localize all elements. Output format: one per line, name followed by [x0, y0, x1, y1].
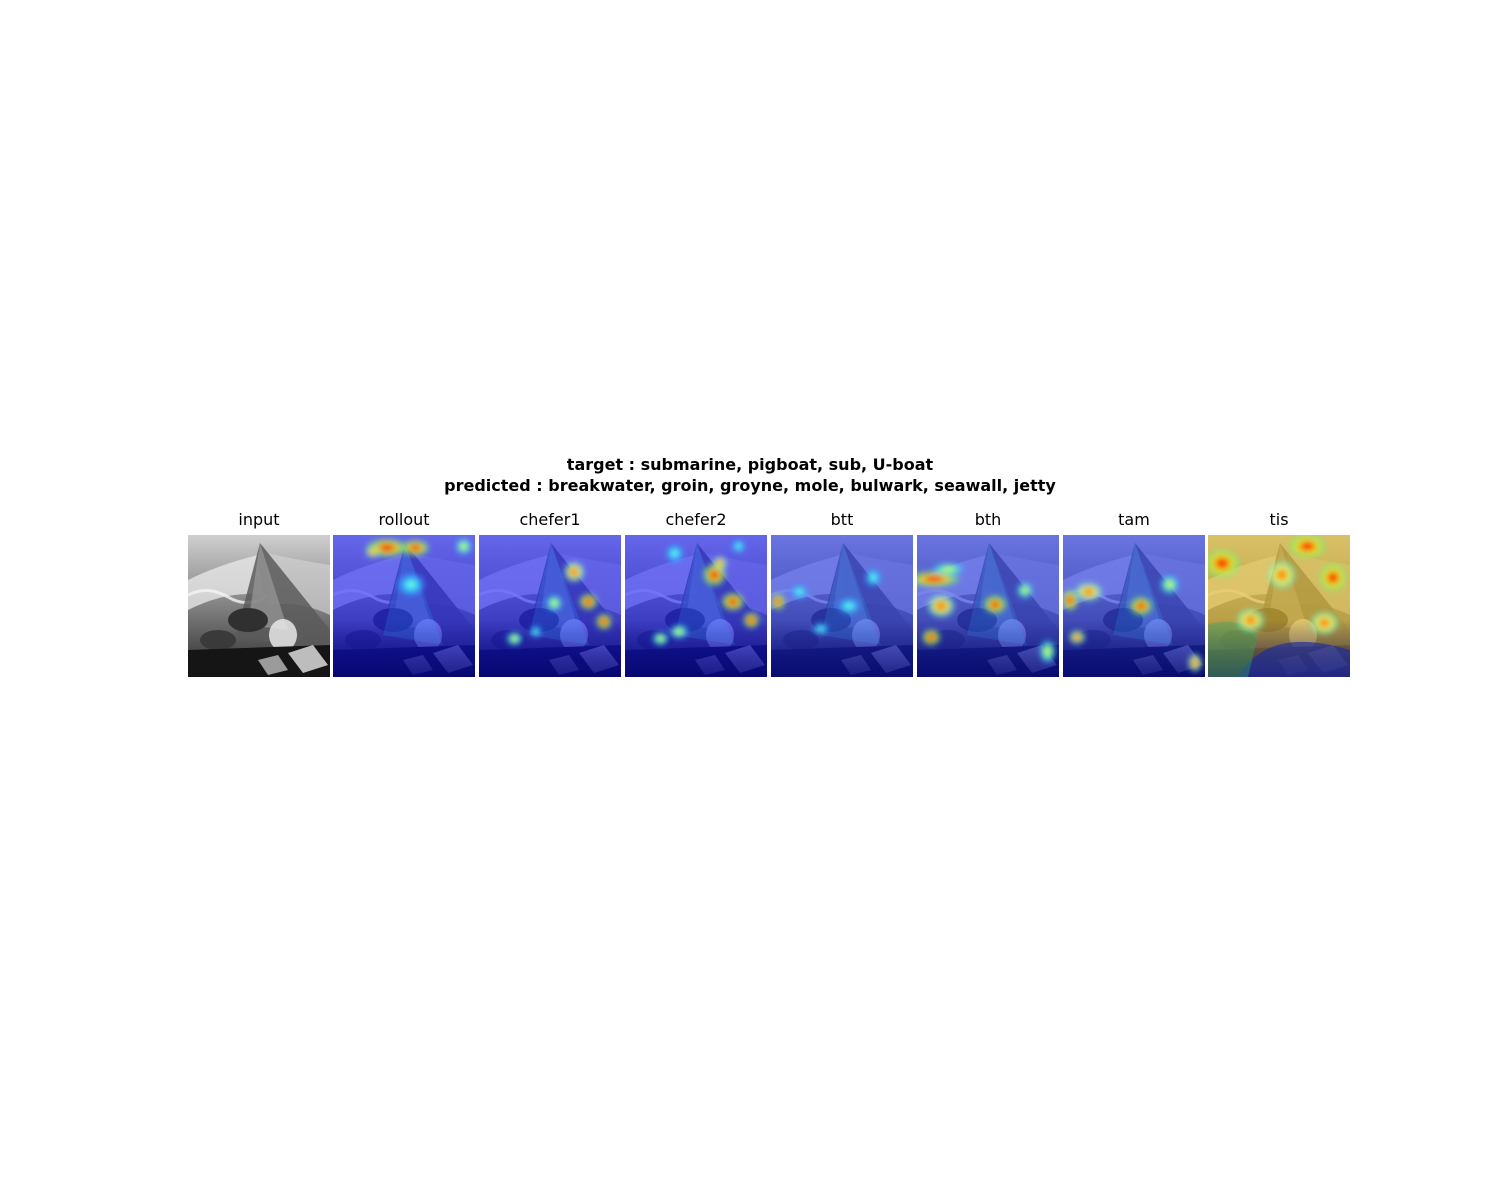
- heatmap-hotspot: [405, 580, 417, 589]
- heatmap-hotspot: [710, 570, 719, 580]
- heatmap-hotspot: [1276, 569, 1287, 580]
- panel-title-input: input: [238, 510, 280, 529]
- panel-title-chefer2: chefer2: [665, 510, 727, 529]
- heatmap-hotspot: [1021, 587, 1028, 594]
- heatmap-hotspot: [379, 544, 395, 552]
- panel-title-chefer1: chefer1: [519, 510, 581, 529]
- heatmap-hotspot: [1067, 596, 1074, 605]
- heatmap-chefer1: [479, 535, 621, 677]
- heatmap-hotspot: [817, 626, 824, 631]
- heatmap-hotspot: [370, 549, 376, 555]
- heatmap-hotspot: [736, 543, 742, 549]
- heatmap-hotspot: [551, 600, 558, 607]
- heatmap-hotspot: [775, 598, 781, 605]
- panel-chefer2: chefer2: [625, 509, 767, 677]
- heatmap-hotspot: [410, 544, 421, 551]
- figure-title-target: target : submarine, pigboat, sub, U-boat: [566, 455, 934, 474]
- heatmap-hotspot: [870, 574, 877, 582]
- heatmap-hotspot: [671, 550, 679, 557]
- panel-btt: btt: [771, 509, 913, 677]
- heatmap-hotspot: [1327, 572, 1339, 583]
- heatmap-hotspot: [927, 634, 935, 641]
- heatmap-hotspot: [1044, 647, 1051, 656]
- panel-chefer1: chefer1: [479, 509, 621, 677]
- heatmap-hotspot: [1192, 659, 1198, 667]
- heatmap-hotspot: [1319, 618, 1330, 628]
- heatmap-hotspot: [748, 617, 755, 624]
- panel-bth: bth: [917, 509, 1059, 677]
- heatmap-hotspot: [1300, 542, 1315, 551]
- heatmap-rollout: [333, 535, 475, 677]
- heatmap-hotspot: [460, 543, 467, 550]
- heatmap-hotspot: [1074, 634, 1081, 640]
- heatmap-hotspot: [570, 568, 578, 576]
- heatmap-hotspot: [584, 598, 592, 605]
- heatmap-hotspot: [936, 601, 947, 611]
- heatmap-hotspot: [511, 636, 518, 642]
- panel-input: input: [188, 509, 330, 677]
- heatmap-hotspot: [1136, 602, 1146, 610]
- heatmap-tam: [1063, 535, 1205, 677]
- heatmap-btt: [771, 535, 913, 677]
- heatmap-tis: [1208, 535, 1350, 677]
- heatmap-hotspot: [924, 576, 944, 583]
- heatmap-hotspot: [717, 560, 723, 566]
- heatmap-hotspot: [1083, 588, 1094, 596]
- heatmap-hotspot: [675, 629, 683, 635]
- panel-title-rollout: rollout: [378, 510, 430, 529]
- heatmap-hotspot: [942, 566, 955, 572]
- heatmap-hotspot: [533, 629, 538, 634]
- figure-title-predicted: predicted : breakwater, groin, groyne, m…: [444, 476, 1056, 495]
- heatmap-hotspot: [1166, 581, 1173, 589]
- heatmap-hotspot: [1245, 615, 1256, 625]
- panel-rollout: rollout: [333, 509, 475, 677]
- panel-title-btt: btt: [830, 510, 854, 529]
- panel-title-tis: tis: [1269, 510, 1289, 529]
- panel-title-tam: tam: [1118, 510, 1150, 529]
- heatmap-hotspot: [657, 636, 664, 642]
- heatmap-hotspot: [1215, 558, 1229, 569]
- panel-tam: tam: [1063, 509, 1205, 677]
- heatmap-chefer2: [625, 535, 767, 677]
- heatmap-hotspot: [600, 618, 607, 625]
- heatmap-hotspot: [728, 598, 738, 606]
- heatmap-hotspot: [844, 603, 854, 609]
- panel-title-bth: bth: [974, 510, 1002, 529]
- input-photo: [188, 535, 330, 677]
- heatmap-bth: [917, 535, 1059, 677]
- heatmap-hotspot: [795, 589, 803, 595]
- heatmap-hotspot: [990, 601, 1000, 608]
- panel-tis: tis: [1208, 509, 1350, 677]
